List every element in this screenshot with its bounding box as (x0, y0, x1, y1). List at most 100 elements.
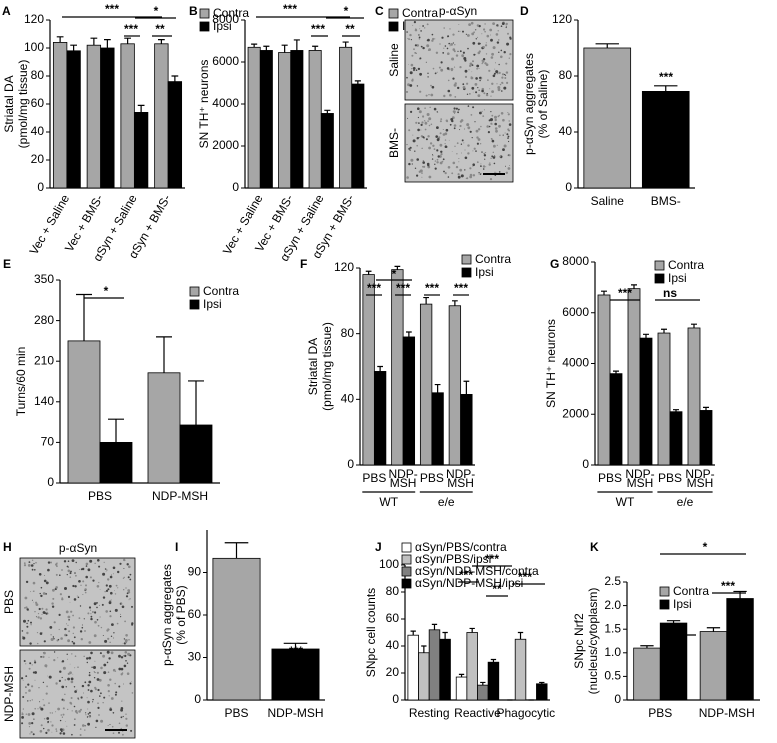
texture-dot (102, 635, 104, 636)
texture-dot (472, 41, 476, 45)
texture-dot (491, 155, 494, 158)
texture-dot (418, 122, 420, 124)
texture-dot (432, 67, 435, 70)
texture-dot (110, 599, 112, 601)
texture-dot (88, 674, 91, 677)
texture-dot (27, 619, 30, 622)
texture-dot (473, 53, 476, 56)
texture-dot (39, 730, 43, 733)
texture-dot (509, 168, 511, 170)
error-bar (613, 370, 619, 374)
texture-dot (106, 661, 109, 664)
texture-dot (493, 162, 496, 165)
panel-letter: F (300, 257, 307, 271)
texture-dot (31, 699, 33, 701)
texture-dot (70, 697, 73, 699)
texture-dot (125, 595, 129, 598)
texture-dot (446, 67, 450, 70)
bar (439, 638, 451, 701)
texture-dot (471, 32, 475, 36)
texture-dot (426, 44, 430, 48)
texture-dot (39, 592, 41, 595)
error-bar (654, 85, 678, 92)
texture-dot (120, 708, 123, 712)
texture-dot (498, 171, 501, 173)
texture-dot (478, 89, 480, 91)
texture-dot (434, 38, 436, 40)
texture-dot (84, 729, 86, 731)
error-bar (394, 265, 401, 270)
y-axis-label: (pmol/mg tissue) (16, 60, 30, 149)
significance: * (703, 540, 708, 554)
y-tick-label: 120 (552, 12, 572, 26)
texture-dot (410, 39, 412, 41)
texture-dot (62, 732, 66, 735)
y-tick-label: 20 (386, 665, 400, 679)
texture-dot (485, 63, 489, 66)
y-axis-label: Striatal DA (306, 338, 320, 395)
texture-dot (481, 62, 483, 65)
y-tick-label: 80 (341, 326, 355, 340)
y-tick-label: 30 (188, 650, 202, 664)
texture-dot (427, 120, 429, 122)
texture-dot (89, 576, 92, 579)
micrograph (19, 649, 136, 739)
texture-dot (80, 584, 82, 586)
image-title: p-αSyn (59, 541, 97, 555)
bar (699, 410, 713, 466)
texture-dot (47, 568, 50, 572)
texture-dot (129, 573, 132, 576)
bar (687, 327, 701, 466)
texture-dot (483, 28, 486, 31)
texture-dot (50, 634, 52, 636)
texture-dot (107, 684, 110, 687)
texture-dot (97, 559, 100, 562)
texture-dot (42, 632, 43, 633)
texture-dot (78, 710, 81, 713)
texture-dot (41, 614, 43, 615)
texture-dot (476, 142, 479, 145)
error-bar (410, 630, 416, 636)
texture-dot (433, 107, 437, 111)
texture-dot (93, 666, 96, 669)
bar (428, 629, 441, 701)
texture-dot (423, 120, 426, 122)
texture-dot (497, 86, 501, 89)
texture-dot (409, 33, 412, 37)
texture-dot (448, 139, 450, 141)
texture-dot (103, 671, 107, 675)
texture-dot (114, 693, 117, 696)
texture-dot (473, 31, 475, 34)
y-tick-label: 0 (392, 692, 399, 706)
texture-dot (85, 575, 88, 579)
texture-dot (67, 569, 71, 573)
texture-dot (422, 25, 424, 27)
texture-dot (50, 721, 52, 723)
texture-dot (53, 621, 56, 624)
bar (66, 50, 81, 189)
texture-dot (416, 174, 419, 177)
texture-dot (413, 48, 415, 51)
texture-dot (509, 53, 512, 56)
texture-dot (501, 90, 503, 92)
x-tick-label: MSH (627, 476, 654, 490)
texture-dot (475, 29, 477, 31)
texture-dot (460, 143, 463, 145)
texture-dot (420, 129, 422, 131)
y-tick-label: 40 (31, 124, 45, 138)
y-tick-label: 40 (341, 392, 355, 406)
texture-dot (39, 701, 41, 703)
texture-dot (428, 94, 430, 96)
texture-dot (469, 64, 472, 68)
texture-dot (496, 41, 500, 44)
texture-dot (29, 733, 31, 735)
x-tick-label: MSH (390, 476, 417, 490)
texture-dot (84, 630, 86, 632)
y-tick-label: 100 (379, 557, 399, 571)
texture-dot (508, 57, 510, 59)
texture-dot (33, 563, 35, 565)
texture-dot (120, 616, 122, 618)
error-bar (283, 642, 308, 649)
bar (373, 371, 387, 466)
texture-dot (109, 641, 111, 643)
